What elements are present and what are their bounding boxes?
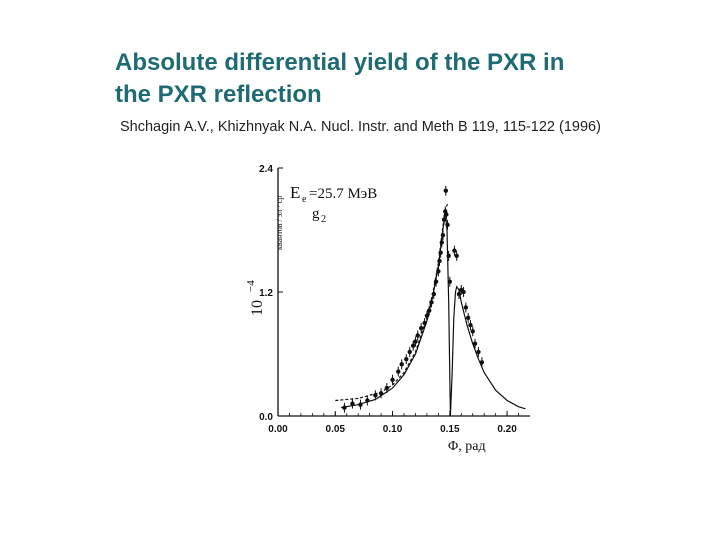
slide-title: Absolute differential yield of the PXR i… xyxy=(115,47,675,111)
y-axis-units: квантов / эл · ср xyxy=(275,196,284,250)
data-point xyxy=(424,313,430,318)
data-point xyxy=(456,291,462,297)
solid-curve xyxy=(340,211,526,417)
data-point xyxy=(429,300,434,305)
data-point xyxy=(463,305,469,310)
data-point xyxy=(422,320,427,326)
data-point xyxy=(468,322,473,328)
data-point xyxy=(440,232,446,238)
data-point xyxy=(441,217,447,222)
reflection-annotation: g 2 xyxy=(312,206,326,225)
data-point xyxy=(452,248,457,253)
pxr-yield-chart: 0.00 0.05 0.10 0.15 0.20 0.0 1.2 2.4 10 −4 кван… xyxy=(245,164,530,454)
slide-title-line-2: the PXR reflection xyxy=(115,81,322,108)
data-point xyxy=(358,402,363,407)
data-point xyxy=(438,250,443,255)
data-point xyxy=(436,269,441,274)
x-tick-label: 0.10 xyxy=(383,424,403,435)
annotation-energy: E xyxy=(290,183,300,202)
data-point xyxy=(384,385,390,391)
x-tick-label: 0.05 xyxy=(326,424,346,435)
y-axis-exponent: −4 xyxy=(245,280,257,292)
data-point xyxy=(433,279,439,284)
x-tick-label: 0.20 xyxy=(497,424,517,435)
data-point xyxy=(350,401,355,406)
data-point xyxy=(479,360,485,365)
x-tick-label: 0.00 xyxy=(268,424,288,435)
data-point xyxy=(470,329,475,334)
slide-title-line-1: Absolute differential yield of the PXR i… xyxy=(115,49,565,76)
data-point xyxy=(415,333,420,338)
data-point xyxy=(365,398,370,403)
data-point xyxy=(444,212,449,217)
citation: Shchagin A.V., Khizhnyak N.A. Nucl. Inst… xyxy=(120,119,601,135)
data-point xyxy=(476,349,481,355)
y-tick-label: 2.4 xyxy=(259,164,273,175)
chart-ticks: 0.00 0.05 0.10 0.15 0.20 0.0 1.2 2.4 xyxy=(259,164,519,435)
data-point xyxy=(461,289,466,295)
annotation-reflection-sub: 2 xyxy=(321,214,326,225)
y-tick-label: 1.2 xyxy=(259,288,273,299)
data-point xyxy=(390,377,395,383)
annotation-energy-sub: e xyxy=(302,194,307,205)
annotation-energy-value: =25.7 МэВ xyxy=(309,186,377,202)
x-axis-title: Φ, рад xyxy=(448,439,486,454)
data-point xyxy=(439,240,444,245)
data-point xyxy=(404,356,409,362)
chart-curves xyxy=(335,203,526,417)
data-point xyxy=(342,405,347,410)
data-point xyxy=(437,258,442,264)
data-point xyxy=(445,222,450,228)
y-tick-label: 0.0 xyxy=(259,412,273,423)
x-tick-label: 0.15 xyxy=(440,424,460,435)
data-point xyxy=(447,279,453,284)
chart-points xyxy=(342,185,485,413)
data-point xyxy=(443,188,449,193)
data-point xyxy=(373,393,378,398)
data-point xyxy=(396,369,401,374)
dashed-curve xyxy=(335,203,449,402)
data-point xyxy=(410,343,416,348)
data-point xyxy=(427,308,432,313)
y-axis-title: 10 −4 квантов / эл · ср xyxy=(245,196,284,316)
data-point xyxy=(431,291,436,297)
data-point xyxy=(418,325,424,331)
data-point xyxy=(413,339,418,344)
annotation-reflection: g xyxy=(312,206,320,222)
data-point xyxy=(378,391,384,396)
data-point xyxy=(407,349,412,355)
data-point xyxy=(465,315,471,321)
data-point xyxy=(446,253,451,259)
y-axis-multiplier: 10 xyxy=(249,300,266,316)
data-point xyxy=(454,253,459,259)
energy-annotation: E e =25.7 МэВ xyxy=(290,183,377,205)
data-point xyxy=(399,362,404,367)
data-point xyxy=(472,341,478,346)
